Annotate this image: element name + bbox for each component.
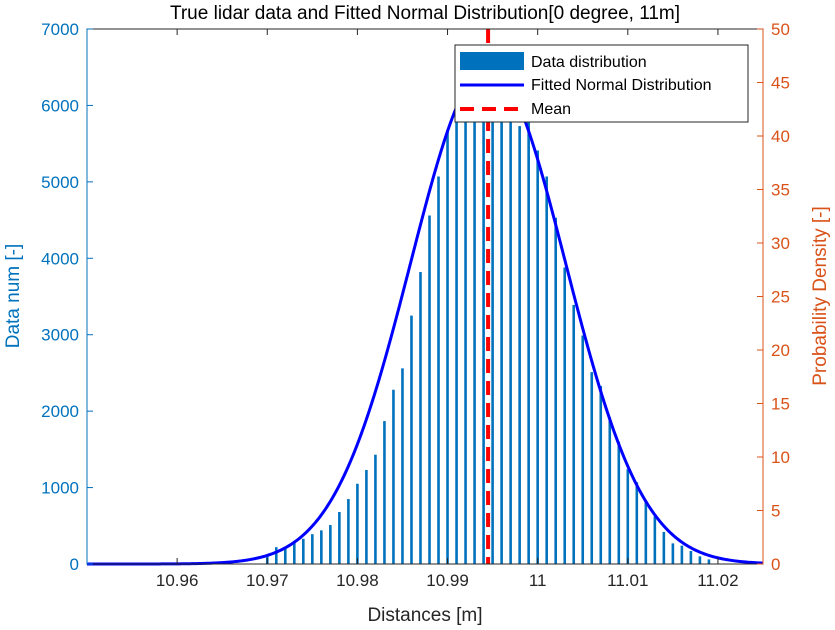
left-y-tick-label: 3000 <box>41 326 79 345</box>
right-y-tick-label: 50 <box>771 20 790 39</box>
histogram-bar <box>527 118 530 565</box>
histogram-bar <box>491 102 494 565</box>
histogram-bar <box>347 499 350 564</box>
histogram-bar <box>419 272 422 564</box>
histogram-bar <box>590 372 594 564</box>
histogram-bar <box>410 315 413 564</box>
left-y-tick-label: 5000 <box>41 173 79 192</box>
histogram-bar <box>698 556 702 564</box>
histogram-bar <box>329 525 332 564</box>
right-y-tick-label: 40 <box>771 127 790 146</box>
legend-label-normal-fit: Fitted Normal Distribution <box>531 77 712 94</box>
right-y-tick-label: 0 <box>771 555 780 574</box>
histogram-bar <box>274 547 278 564</box>
histogram-bar <box>356 483 359 564</box>
histogram-bar <box>401 368 404 564</box>
histogram-bar <box>320 530 323 564</box>
legend-label-histogram: Data distribution <box>531 54 647 71</box>
histogram-bar <box>283 547 287 564</box>
legend-label-mean: Mean <box>531 101 571 118</box>
histogram-bar <box>680 545 684 564</box>
right-y-tick-label: 30 <box>771 234 790 253</box>
histogram-bar <box>608 417 612 564</box>
histogram-bar <box>365 469 368 564</box>
histogram-bar <box>293 541 296 564</box>
histogram-bars <box>265 81 711 565</box>
histogram-bar <box>563 267 567 564</box>
right-y-tick-label: 45 <box>771 74 790 93</box>
histogram-bar <box>338 512 341 564</box>
left-y-tick-label: 7000 <box>41 20 79 39</box>
fitted-normal-curve <box>87 66 764 566</box>
x-tick-label: 10.97 <box>246 571 289 590</box>
histogram-bar <box>374 454 377 564</box>
histogram-bar <box>446 129 449 564</box>
histogram-bar <box>482 99 485 564</box>
legend-swatch-histogram <box>460 52 524 70</box>
right-y-axis-ticks: 0 5 10 15 20 25 30 35 40 45 50 <box>757 20 790 574</box>
histogram-bar <box>509 103 512 565</box>
histogram-bar <box>671 543 675 564</box>
left-y-axis-ticks: 0 1000 2000 3000 4000 5000 6000 7000 <box>41 20 93 574</box>
left-y-tick-label: 2000 <box>41 402 79 421</box>
right-y-tick-label: 10 <box>771 448 790 467</box>
histogram-bar <box>653 516 657 564</box>
histogram-bar <box>473 98 476 565</box>
histogram-bar <box>500 101 503 565</box>
histogram-bar <box>536 150 539 564</box>
histogram-bar <box>581 335 585 564</box>
histogram-bar <box>464 81 467 565</box>
x-axis-ticks: 10.96 10.97 10.98 10.99 11 11.01 11.02 <box>156 29 739 590</box>
left-y-tick-label: 4000 <box>41 249 79 268</box>
histogram-bar <box>545 176 548 564</box>
histogram-bar <box>383 421 386 564</box>
left-y-tick-label: 0 <box>70 555 79 574</box>
histogram-bar <box>635 482 639 564</box>
histogram-bar <box>311 534 314 564</box>
histogram-bar <box>455 118 458 565</box>
right-y-tick-label: 25 <box>771 288 790 307</box>
histogram-bar <box>662 531 666 564</box>
x-tick-label: 10.96 <box>156 571 199 590</box>
left-y-tick-label: 6000 <box>41 96 79 115</box>
left-y-axis-label: Data num [-] <box>3 244 24 349</box>
right-y-tick-label: 5 <box>771 502 780 521</box>
x-tick-label: 11 <box>529 571 547 590</box>
right-y-tick-label: 35 <box>771 181 790 200</box>
x-tick-label: 10.98 <box>336 571 379 590</box>
histogram-bar <box>689 551 693 564</box>
histogram-bar <box>644 501 648 564</box>
histogram-bar <box>707 559 711 564</box>
right-y-tick-label: 15 <box>771 395 790 414</box>
histogram-bar <box>392 389 395 564</box>
histogram-bar <box>626 469 630 564</box>
x-axis-label: Distances [m] <box>367 605 482 626</box>
x-tick-label: 11.01 <box>607 571 648 590</box>
histogram-bar <box>518 126 521 564</box>
histogram-bar <box>428 215 431 565</box>
right-y-tick-label: 20 <box>771 341 790 360</box>
x-tick-label: 11.02 <box>697 571 738 590</box>
chart-title: True lidar data and Fitted Normal Distri… <box>170 3 680 24</box>
x-tick-label: 10.99 <box>426 571 469 590</box>
legend: Data distribution Fitted Normal Distribu… <box>454 44 749 123</box>
left-y-tick-label: 1000 <box>41 479 79 498</box>
histogram-bar <box>437 176 440 564</box>
histogram-bar <box>554 217 557 564</box>
histogram-bar <box>599 385 603 564</box>
right-y-axis-label: Probability Density [-] <box>810 206 831 386</box>
histogram-bar <box>572 304 576 564</box>
histogram-bar <box>302 538 305 564</box>
histogram-bar <box>617 441 621 564</box>
